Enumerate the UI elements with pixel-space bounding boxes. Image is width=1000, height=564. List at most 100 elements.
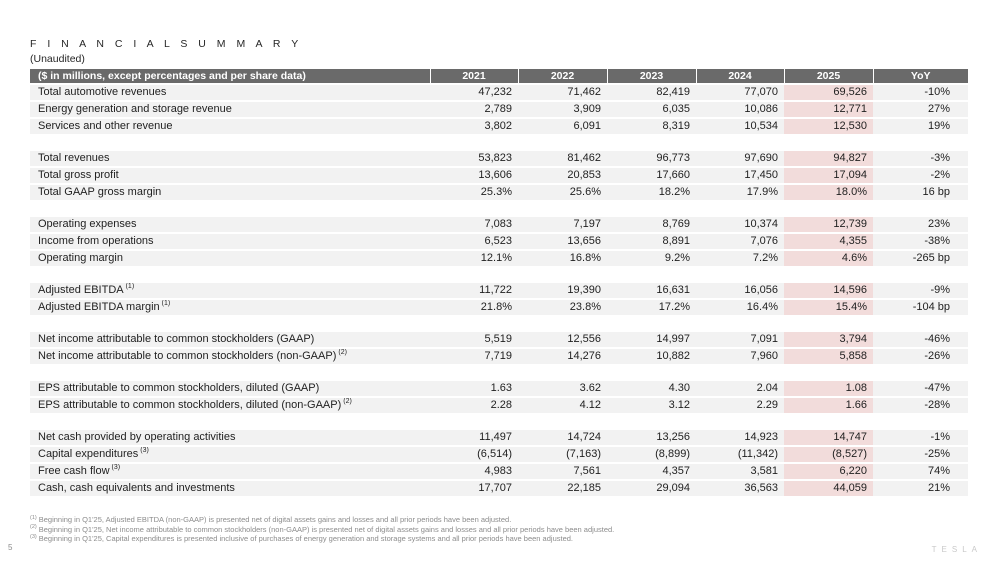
cell-2022: 23.8% (518, 299, 607, 317)
cell-2023: 17,660 (607, 167, 696, 185)
cell-2024: 16.4% (696, 299, 784, 317)
footnote-marker: (3) (111, 464, 121, 472)
cell-yoy: -1% (873, 429, 968, 447)
row-label-text: Capital expenditures (38, 448, 139, 460)
cell-2022: 16.8% (518, 250, 607, 268)
footnote-marker: (3) (140, 447, 149, 455)
cell-2025: 12,739 (784, 216, 873, 234)
column-header-yoy: YoY (873, 69, 968, 85)
cell-2023: 8,319 (607, 118, 696, 136)
cell-2024: 10,086 (696, 101, 784, 119)
row-label: Operating margin (30, 250, 430, 268)
row-label: Net income attributable to common stockh… (30, 348, 430, 366)
cell-2024: 2.04 (696, 380, 784, 398)
spacer-row (30, 414, 968, 430)
footnote-1-text: Beginning in Q1'25, Adjusted EBITDA (non… (38, 515, 512, 524)
table-row: Total GAAP gross margin 25.3% 25.6% 18.2% 17… (30, 184, 968, 202)
cell-2023: 18.2% (607, 184, 696, 202)
cell-2023: 8,769 (607, 216, 696, 234)
row-label: Net income attributable to common stockh… (30, 331, 430, 349)
cell-2023: 13,256 (607, 429, 696, 447)
page-subtitle: (Unaudited) (30, 53, 85, 65)
row-label: Total revenues (30, 150, 430, 168)
row-label-text: Income from operations (38, 235, 154, 247)
cell-2025: 6,220 (784, 463, 873, 481)
cell-2022: 71,462 (518, 84, 607, 102)
cell-2023: 4.30 (607, 380, 696, 398)
cell-yoy: -28% (873, 397, 968, 415)
cell-yoy: -47% (873, 380, 968, 398)
footnote-marker: (2) (343, 398, 352, 406)
footnote-3-text: Beginning in Q1'25, Capital expenditures… (38, 534, 573, 543)
cell-2021: 3,802 (430, 118, 518, 136)
cell-2021: 12.1% (430, 250, 518, 268)
table-row: Operating margin 12.1% 16.8% 9.2% 7.2% 4.6% -2… (30, 250, 968, 268)
cell-yoy: -38% (873, 233, 968, 251)
table-row: Services and other revenue 3,802 6,091 8,31… (30, 118, 968, 136)
cell-2025: 5,858 (784, 348, 873, 366)
table-row: EPS attributable to common stockholders,… (30, 380, 968, 398)
cell-yoy: 27% (873, 101, 968, 119)
cell-2022: 14,724 (518, 429, 607, 447)
cell-2025: 15.4% (784, 299, 873, 317)
cell-2025: 14,747 (784, 429, 873, 447)
row-label: Cash, cash equivalents and investments (30, 480, 430, 498)
cell-2024: 7,091 (696, 331, 784, 349)
table-row: Net cash provided by operating activitie… (30, 429, 968, 447)
cell-2023: 17.2% (607, 299, 696, 317)
cell-yoy: 74% (873, 463, 968, 481)
cell-yoy: -9% (873, 282, 968, 300)
footnote-1-marker: (1) (30, 514, 37, 521)
cell-2023: 96,773 (607, 150, 696, 168)
row-label-text: Free cash flow (38, 465, 110, 477)
tesla-logo: TESLA (931, 545, 982, 554)
cell-yoy: -265 bp (873, 250, 968, 268)
cell-2024: 14,923 (696, 429, 784, 447)
cell-2022: 13,656 (518, 233, 607, 251)
cell-2021: 2,789 (430, 101, 518, 119)
row-label-text: Total automotive revenues (38, 86, 167, 98)
cell-2021: 25.3% (430, 184, 518, 202)
footnote-marker: (1) (161, 300, 171, 308)
cell-2024: 7,076 (696, 233, 784, 251)
financial-summary-table: ($ in millions, except percentages and p… (30, 69, 968, 498)
spacer-row (30, 365, 968, 381)
cell-2023: 6,035 (607, 101, 696, 119)
cell-yoy: -26% (873, 348, 968, 366)
cell-2024: 3,581 (696, 463, 784, 481)
cell-2021: 47,232 (430, 84, 518, 102)
cell-2021: 6,523 (430, 233, 518, 251)
cell-yoy: 21% (873, 480, 968, 498)
cell-yoy: 23% (873, 216, 968, 234)
cell-2024: 2.29 (696, 397, 784, 415)
row-label-text: Services and other revenue (38, 120, 173, 132)
spacer-row (30, 201, 968, 217)
cell-2021: 53,823 (430, 150, 518, 168)
table-row: Total gross profit 13,606 20,853 17,660 17,4… (30, 167, 968, 185)
table-row: Capital expenditures (3) (6,514) (7,163) (8,… (30, 446, 968, 464)
table-row: Total automotive revenues 47,232 71,462 82,… (30, 84, 968, 102)
page-title: F I N A N C I A L S U M M A R Y (30, 38, 303, 50)
table-row: Adjusted EBITDA (1) 11,722 19,390 16,631 16,0… (30, 282, 968, 300)
cell-2025: 18.0% (784, 184, 873, 202)
table-row: EPS attributable to common stockholders,… (30, 397, 968, 415)
row-label: Total gross profit (30, 167, 430, 185)
row-label-text: Total gross profit (38, 169, 119, 181)
row-label-text: Net income attributable to common stockh… (38, 333, 315, 345)
cell-yoy: -46% (873, 331, 968, 349)
cell-2025: 4.6% (784, 250, 873, 268)
footnote-1: (1) Beginning in Q1'25, Adjusted EBITDA (… (30, 515, 614, 525)
cell-2021: 11,722 (430, 282, 518, 300)
cell-2022: (7,163) (518, 446, 607, 464)
cell-2023: 14,997 (607, 331, 696, 349)
cell-2021: 4,983 (430, 463, 518, 481)
page-number: 5 (8, 543, 13, 552)
table-row: Income from operations 6,523 13,656 8,891 7,… (30, 233, 968, 251)
row-label: Total automotive revenues (30, 84, 430, 102)
cell-2024: 17,450 (696, 167, 784, 185)
cell-2022: 3.62 (518, 380, 607, 398)
cell-2021: 7,719 (430, 348, 518, 366)
table-row: Operating expenses 7,083 7,197 8,769 10,374 1… (30, 216, 968, 234)
cell-2021: 13,606 (430, 167, 518, 185)
cell-2022: 7,561 (518, 463, 607, 481)
